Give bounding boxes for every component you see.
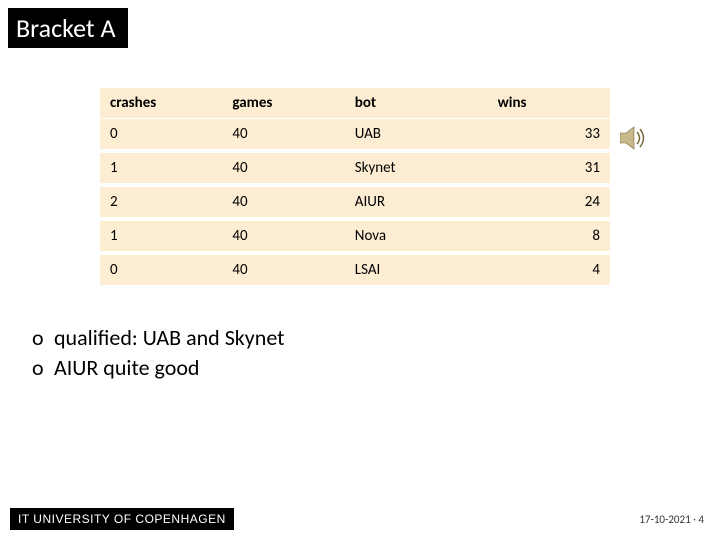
bracket-table-container: crashes games bot wins 0 40 UAB 33 1 40 …	[100, 88, 610, 289]
table-row: 2 40 AIUR 24	[100, 185, 610, 219]
cell-games: 40	[222, 219, 344, 253]
table-row: 0 40 UAB 33	[100, 119, 610, 152]
cell-bot: Skynet	[345, 151, 488, 185]
table-row: 0 40 LSAI 4	[100, 253, 610, 287]
list-item: o AIUR quite good	[32, 353, 720, 383]
cell-games: 40	[222, 151, 344, 185]
col-header-wins: wins	[488, 88, 610, 119]
cell-wins: 24	[488, 185, 610, 219]
cell-bot: Nova	[345, 219, 488, 253]
cell-wins: 4	[488, 253, 610, 287]
cell-games: 40	[222, 185, 344, 219]
cell-bot: LSAI	[345, 253, 488, 287]
list-item: o qualified: UAB and Skynet	[32, 323, 720, 353]
cell-games: 40	[222, 119, 344, 152]
cell-wins: 8	[488, 219, 610, 253]
table-row: 1 40 Skynet 31	[100, 151, 610, 185]
cell-crashes: 2	[100, 185, 222, 219]
slide-title: Bracket A	[8, 8, 128, 48]
bullet-marker: o	[32, 353, 54, 383]
table-body: 0 40 UAB 33 1 40 Skynet 31 2 40 AIUR 24 …	[100, 119, 610, 288]
cell-games: 40	[222, 253, 344, 287]
bullet-text: qualified: UAB and Skynet	[54, 323, 285, 353]
cell-bot: UAB	[345, 119, 488, 152]
bullet-list: o qualified: UAB and Skynet o AIUR quite…	[32, 323, 720, 382]
table-row: 1 40 Nova 8	[100, 219, 610, 253]
cell-crashes: 0	[100, 119, 222, 152]
footer-page: 4	[698, 513, 704, 526]
col-header-bot: bot	[345, 88, 488, 119]
cell-wins: 31	[488, 151, 610, 185]
sound-icon[interactable]	[620, 126, 648, 155]
col-header-crashes: crashes	[100, 88, 222, 119]
cell-bot: AIUR	[345, 185, 488, 219]
cell-wins: 33	[488, 119, 610, 152]
bullet-marker: o	[32, 323, 54, 353]
table-header-row: crashes games bot wins	[100, 88, 610, 119]
footer-date-text: 17-10-2021	[639, 513, 690, 526]
footer-date-page: 17-10-2021 · 4	[639, 513, 704, 526]
col-header-games: games	[222, 88, 344, 119]
cell-crashes: 0	[100, 253, 222, 287]
bullet-text: AIUR quite good	[54, 353, 200, 383]
cell-crashes: 1	[100, 151, 222, 185]
bracket-table: crashes games bot wins 0 40 UAB 33 1 40 …	[100, 88, 610, 289]
footer-logo: IT UNIVERSITY OF COPENHAGEN	[10, 508, 234, 530]
cell-crashes: 1	[100, 219, 222, 253]
